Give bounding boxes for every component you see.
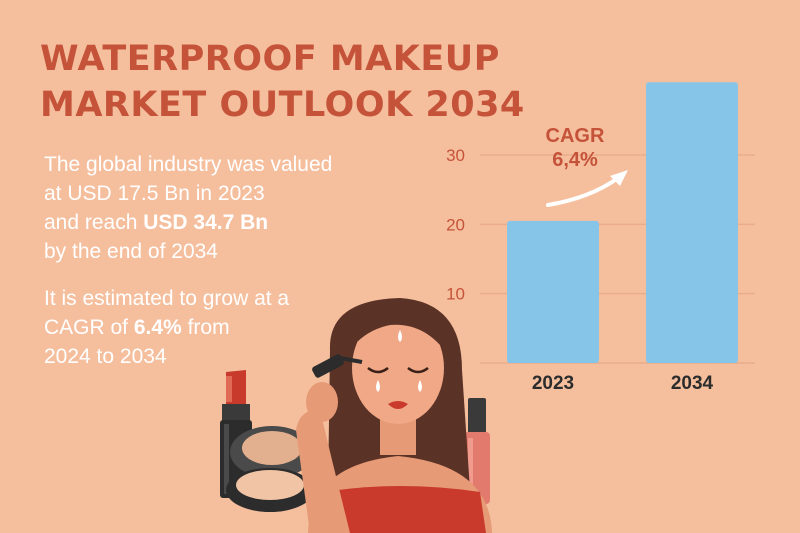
chart-bars bbox=[507, 82, 738, 363]
chart-y-ticks: 10 20 30 bbox=[446, 146, 465, 304]
title-line-2: MARKET OUTLOOK 2034 bbox=[40, 85, 525, 125]
cagr-label: CAGR bbox=[546, 125, 605, 147]
chart-x-labels: 2023 2034 bbox=[532, 373, 714, 394]
bar-2023 bbox=[507, 220, 599, 363]
woman-applying-mascara-illustration bbox=[220, 298, 492, 533]
growth-line-2-suffix: from bbox=[181, 316, 230, 339]
title-line-1: WATERPROOF MAKEUP bbox=[40, 39, 500, 79]
compact-powder-icon bbox=[226, 426, 314, 512]
valuation-line-4: by the end of 2034 bbox=[44, 240, 218, 263]
y-tick-label: 10 bbox=[446, 285, 465, 304]
growth-line-1: It is estimated to grow at a bbox=[44, 287, 290, 310]
valuation-line-3-prefix: and reach bbox=[44, 211, 144, 234]
cagr-value: 6,4% bbox=[552, 149, 598, 171]
valuation-paragraph: The global industry was valued at USD 17… bbox=[44, 150, 404, 266]
growth-line-2-prefix: CAGR of bbox=[44, 316, 134, 339]
y-tick-label: 30 bbox=[446, 146, 465, 165]
valuation-line-1: The global industry was valued bbox=[44, 153, 333, 176]
x-category-label: 2034 bbox=[671, 373, 714, 394]
growth-paragraph: It is estimated to grow at a CAGR of 6.4… bbox=[44, 284, 344, 371]
growth-arrowhead-icon bbox=[610, 170, 628, 186]
growth-cagr-value: 6.4% bbox=[133, 316, 182, 339]
x-category-label: 2023 bbox=[532, 373, 574, 394]
cagr-annotation: CAGR 6,4% bbox=[546, 125, 628, 207]
growth-line-3: 2024 to 2034 bbox=[44, 345, 167, 368]
bar-2034 bbox=[646, 82, 738, 363]
valuation-line-2: at USD 17.5 Bn in 2023 bbox=[44, 182, 265, 205]
page-title: WATERPROOF MAKEUP MARKET OUTLOOK 2034 bbox=[40, 36, 525, 128]
y-tick-label: 20 bbox=[446, 215, 465, 234]
growth-arrow-icon bbox=[546, 176, 620, 207]
woman-figure bbox=[296, 298, 492, 533]
valuation-forecast-value: USD 34.7 Bn bbox=[143, 211, 269, 234]
